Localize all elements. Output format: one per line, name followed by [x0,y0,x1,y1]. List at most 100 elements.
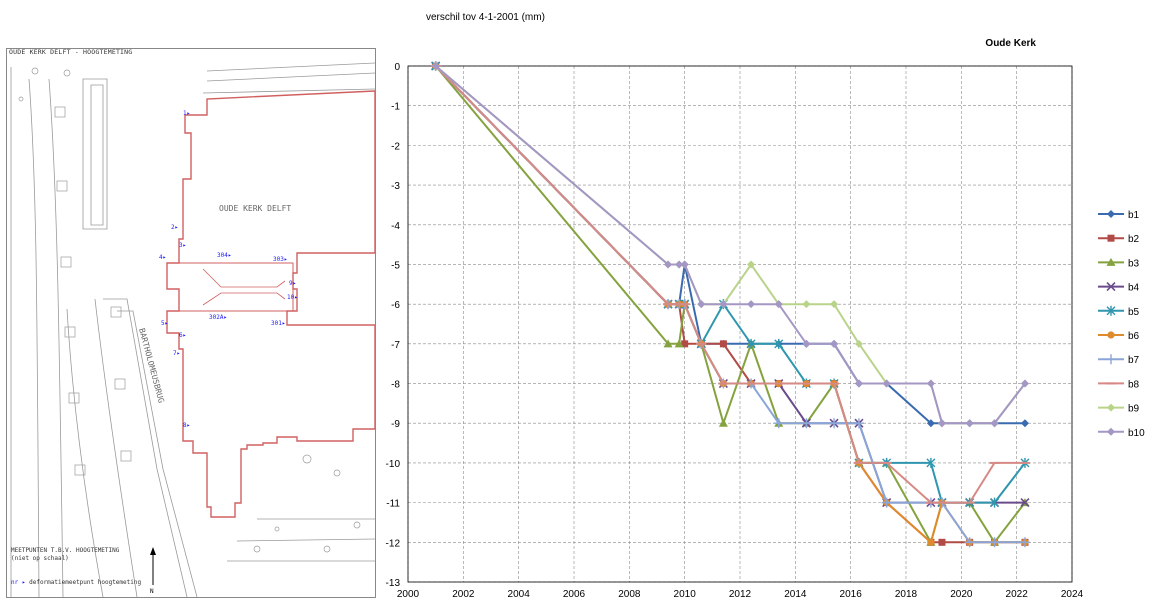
data-point [853,418,864,429]
map-point-label: 304▸ [217,252,231,259]
map-point-label: 302A▸ [209,314,227,321]
map-point-label: 7▸ [173,350,180,357]
legend-marker [1106,305,1116,316]
legend-label: b9 [1128,404,1140,415]
legend-item: b5 [1098,305,1140,318]
legend-label: b5 [1128,307,1140,318]
data-point [674,339,684,348]
chart-legend: b1 b2 b3 b4 b5 b6 b7 b8 b9 b10 [1098,210,1145,439]
map-legend-title: MEETPUNTEN T.B.V. HOOGTEMETING [11,547,120,554]
chart-axes: 2000 2002 2004 2006 2008 2010 2012 2014 2016 2018… [386,62,1084,600]
map-point-label: 8▸ [183,422,190,429]
map-legend: MEETPUNTEN T.B.V. HOOGTEMETING (niet op … [11,547,119,563]
x-tick-label: 2008 [618,589,641,600]
map-point-label: 1▸ [183,110,190,117]
x-tick-label: 2004 [508,589,531,600]
data-point [926,419,935,428]
y-tick-label: -12 [386,538,401,549]
y-tick-label: -8 [391,380,400,391]
legend-item: b8 [1098,379,1140,390]
data-point [697,300,706,309]
map-legend-marker: nr ▸ deformatiemeetpunt hoogtemeting [11,579,141,586]
legend-marker [1107,403,1115,412]
map-point-label: 303▸ [273,256,287,263]
data-point [1020,498,1030,508]
y-tick-label: -2 [391,141,400,152]
series-line [434,65,1026,504]
data-point [938,538,946,546]
legend-label: b10 [1128,428,1145,439]
legend-item: b2 [1098,234,1140,245]
street-label: BARTHOLOMEUSBRUG [137,327,166,404]
x-tick-label: 2024 [1061,589,1084,600]
map-point-label: 3▸ [179,242,186,249]
data-point [965,419,974,428]
data-point [773,418,784,429]
legend-marker [1106,282,1116,292]
data-point [719,340,727,348]
data-point [829,418,840,429]
data-point [681,340,689,348]
y-tick-label: -6 [391,300,400,311]
legend-label: b6 [1128,331,1140,342]
series-line [434,65,1025,425]
x-tick-label: 2014 [784,589,807,600]
x-tick-label: 2016 [840,589,863,600]
series-line [435,65,1026,425]
legend-item: b1 [1098,210,1140,221]
y-tick-label: -10 [386,459,401,470]
data-point [964,537,975,548]
x-tick-label: 2000 [397,589,420,600]
building-label: OUDE KERK DELFT [219,204,291,213]
x-tick-label: 2018 [895,589,918,600]
x-tick-label: 2002 [452,589,475,600]
data-point [1019,537,1030,548]
data-point [926,379,935,388]
data-point [990,419,999,428]
marker-arrow-icon: ▸ [21,579,26,586]
series-b1 [431,62,1029,428]
legend-label: b1 [1128,210,1140,221]
chart-series [430,61,1030,548]
map-point-label: 6▸ [179,332,186,339]
north-label: N [150,588,154,595]
legend-marker [1106,257,1116,266]
map-point-label: 10▸ [287,294,298,301]
data-point [802,300,811,309]
map-point-label: 2▸ [171,224,178,231]
y-tick-label: -4 [391,221,400,232]
data-point [830,339,839,348]
legend-marker [1107,234,1115,242]
map-point-label: 5▸ [161,320,168,327]
x-tick-label: 2012 [729,589,752,600]
legend-label: b7 [1128,355,1140,366]
data-point [854,379,863,388]
data-point [1020,379,1029,388]
data-point [746,338,756,349]
legend-marker [1106,354,1116,365]
data-point [774,300,783,309]
legend-marker [1107,427,1115,436]
series-b8 [430,65,1030,504]
y-tick-label: -5 [391,260,400,271]
data-point [680,260,689,269]
data-point [431,62,440,70]
data-point [882,379,891,388]
data-point [675,260,684,269]
measurement-points: 1▸ 2▸ 3▸ 304▸ 303▸ 4▸ 9▸ 10▸ 5▸ 302A▸ 301▸ 6▸ 7▸ 8▸ [159,110,298,429]
marker-code: nr [11,579,19,586]
site-map: OUDE KERK DELFT BARTHOLOMEUSBRUG 1▸ 2▸ 3▸ 3… [6,48,376,598]
chart-subtitle: verschil tov 4-1-2001 (mm) [426,12,545,23]
series-b9 [431,62,1029,428]
y-tick-label: -13 [386,578,401,589]
map-point-label: 301▸ [271,320,285,327]
legend-label: b3 [1128,258,1140,269]
legend-label: b8 [1128,379,1140,390]
data-point [881,497,892,508]
marker-description: deformatiemeetpunt hoogtemeting [29,579,142,586]
legend-item: b9 [1098,403,1140,415]
series-line [434,65,1025,504]
data-point [990,497,1000,508]
legend-item: b3 [1098,257,1140,269]
legend-marker [1107,210,1115,218]
